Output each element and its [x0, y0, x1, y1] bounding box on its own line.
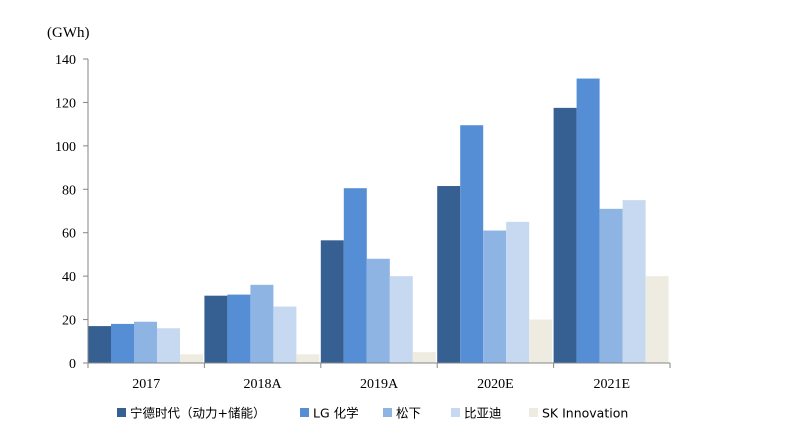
x-tick-label: 2020E	[477, 377, 514, 392]
bars-group	[88, 78, 669, 364]
bar-2021E-2	[576, 78, 600, 364]
legend-label-5: SK Innovation	[542, 406, 628, 421]
bar-2019A-5	[412, 352, 436, 363]
y-tick-label: 60	[62, 227, 76, 242]
legend-swatch-3	[383, 408, 392, 417]
y-tick-label: 80	[62, 183, 76, 198]
legend-swatch-2	[300, 408, 309, 417]
bar-2019A-4	[389, 276, 413, 363]
y-axis-unit-label: (GWh)	[47, 25, 89, 41]
bar-2020E-2	[460, 125, 484, 363]
bar-2017-1	[88, 326, 111, 363]
x-tick-label: 2019A	[360, 377, 399, 392]
bar-2018A-3	[250, 284, 274, 363]
y-tick-label: 120	[55, 96, 76, 111]
bar-2017-2	[111, 323, 134, 363]
y-tick-label: 140	[55, 53, 76, 68]
y-tick-label: 20	[62, 314, 76, 329]
legend-label-1: 宁德时代（动力+储能）	[130, 406, 265, 421]
legend: 宁德时代（动力+储能） LG 化学 松下 比亚迪 SK Innovation	[117, 406, 628, 421]
bar-2021E-4	[622, 200, 646, 363]
bar-2021E-3	[599, 208, 623, 363]
axes-group: 0 20 40 60 80 100 120 140 2017 2018A 2019A 2020E 202…	[55, 53, 671, 392]
bar-2018A-2	[227, 294, 251, 363]
x-tick-label: 2021E	[594, 377, 631, 392]
x-tick-label: 2017	[132, 377, 160, 392]
y-tick-label: 0	[69, 357, 76, 372]
bar-2020E-1	[437, 186, 461, 363]
bar-2018A-5	[296, 354, 320, 363]
bar-2018A-1	[204, 295, 228, 363]
bar-2020E-5	[529, 319, 553, 363]
bar-2021E-1	[553, 107, 577, 363]
bar-2018A-4	[273, 306, 297, 363]
bar-2019A-1	[320, 240, 344, 363]
legend-label-2: LG 化学	[313, 406, 359, 421]
y-tick-label: 100	[55, 140, 76, 155]
legend-swatch-5	[529, 408, 538, 417]
legend-swatch-1	[117, 408, 126, 417]
bar-2019A-2	[343, 188, 367, 363]
bar-2017-4	[157, 328, 180, 363]
y-tick-label: 40	[62, 270, 76, 285]
bar-2021E-5	[645, 276, 669, 363]
x-tick-label: 2018A	[244, 377, 283, 392]
bar-2020E-3	[483, 230, 507, 363]
bar-2019A-3	[366, 258, 390, 363]
legend-swatch-4	[451, 408, 460, 417]
bar-2017-3	[134, 321, 157, 363]
legend-label-3: 松下	[396, 406, 421, 421]
bar-2017-5	[180, 354, 203, 363]
legend-label-4: 比亚迪	[464, 406, 502, 421]
bar-2020E-4	[506, 221, 530, 363]
